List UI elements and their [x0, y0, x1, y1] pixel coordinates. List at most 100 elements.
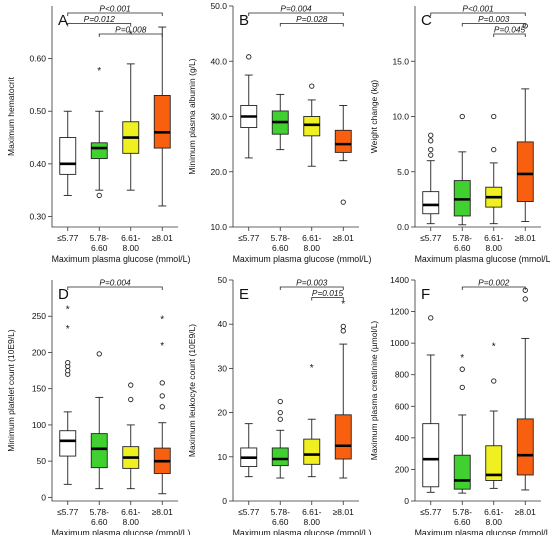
y-tick-label: 10.0 — [210, 222, 227, 232]
outlier-circle — [459, 384, 465, 390]
y-axis-label: Minimum plasma albumin (g/L) — [187, 58, 197, 174]
category-label: ≤5.77 — [238, 233, 259, 243]
box — [453, 454, 471, 490]
significance-bracket — [311, 297, 344, 301]
category-label: 6.61-8.00 — [302, 507, 322, 527]
category-label-line: 6.60 — [454, 517, 471, 527]
axis-lines — [51, 280, 178, 502]
p-value-label: P=0.004 — [99, 278, 131, 288]
p-value-label: P=0.004 — [280, 4, 312, 14]
outlier-circle — [491, 146, 497, 153]
category-label-line: ≥8.01 — [152, 233, 173, 243]
box — [303, 116, 321, 137]
category-label: ≤5.77 — [420, 233, 441, 243]
outlier-circle — [96, 351, 102, 357]
category-label-line: 8.00 — [122, 517, 139, 527]
category-label-line: 5.78- — [453, 233, 473, 243]
extreme-outlier-star: * — [160, 315, 164, 326]
y-tick-label: 30 — [218, 363, 228, 373]
category-label-line: 5.78- — [453, 507, 473, 517]
category-label: ≤5.77 — [238, 507, 259, 517]
category-label-line: 6.61- — [302, 507, 322, 517]
y-tick-label: 0.60 — [29, 54, 46, 64]
outlier-circle — [159, 393, 165, 399]
box-group-1 — [422, 315, 440, 493]
extreme-outlier-star: * — [97, 66, 101, 77]
p-value-label: P=0.045 — [494, 25, 526, 35]
significance-bracket — [98, 33, 163, 37]
significance-bracket — [493, 33, 526, 37]
category-label-line: 8.00 — [303, 243, 320, 253]
category-label: ≥8.01 — [515, 507, 536, 517]
p-value-label: P=0.012 — [84, 14, 116, 24]
y-tick-label: 0.40 — [29, 159, 46, 169]
y-tick-label: 5.0 — [397, 167, 409, 177]
outlier-circle — [522, 296, 528, 302]
outlier-circle — [277, 409, 283, 416]
box-group-4 — [516, 287, 534, 491]
outlier-circle — [491, 113, 497, 120]
category-label: 5.78-6.60 — [271, 233, 291, 253]
box — [271, 447, 289, 467]
category-label-line: ≥8.01 — [333, 507, 354, 517]
outlier-circle — [428, 152, 434, 158]
category-label-line: 8.00 — [485, 243, 502, 253]
outlier-circle — [128, 382, 134, 388]
p-value-label: P=0.002 — [478, 278, 510, 288]
outlier-circle — [340, 323, 346, 330]
box-group-1 — [422, 132, 440, 225]
box — [303, 438, 321, 465]
axis-lines — [232, 280, 359, 502]
category-label-line: 6.61- — [121, 233, 141, 243]
y-axis-label: Maximum plasma creatinine (µmol/L) — [369, 321, 379, 461]
p-value-label: P<0.001 — [462, 4, 493, 14]
box — [59, 137, 77, 175]
outlier-circle — [340, 328, 346, 334]
outlier-circle — [340, 199, 346, 205]
box — [485, 445, 503, 481]
outlier-circle — [128, 396, 134, 403]
category-label: ≥8.01 — [333, 507, 354, 517]
category-label-line: 6.60 — [272, 517, 289, 527]
y-tick-label: 800 — [395, 370, 409, 380]
x-axis-label: Maximum plasma glucose (mmol/L) — [415, 254, 550, 264]
significance-bracket — [461, 23, 526, 27]
category-label: 6.61-8.00 — [302, 233, 322, 253]
y-tick-label: 50.0 — [210, 1, 227, 11]
category-label-line: 6.60 — [91, 517, 108, 527]
box-group-2 — [90, 351, 108, 490]
category-label: ≥8.01 — [152, 233, 173, 243]
box-group-1 — [240, 54, 258, 159]
panel-b: B 10.0 20.0 30.0 40.0 50.0 Minimum plasma albu… — [187, 1, 371, 264]
category-label: 6.61-8.00 — [484, 233, 504, 253]
outlier-circle — [246, 54, 252, 60]
extreme-outlier-star: * — [160, 341, 164, 352]
box-group-2 — [271, 93, 289, 151]
outlier-circle — [428, 132, 434, 138]
category-label-line: 6.61- — [484, 233, 504, 243]
outlier-circle — [459, 366, 465, 372]
category-label: ≥8.01 — [333, 233, 354, 243]
outlier-circle — [459, 113, 465, 120]
outlier-circle — [277, 398, 283, 405]
significance-bracket — [67, 286, 163, 290]
y-tick-label: 0 — [404, 496, 409, 506]
category-label: 5.78-6.60 — [453, 233, 473, 253]
y-tick-label: 100 — [32, 420, 46, 430]
panel-letter: D — [58, 286, 69, 303]
y-tick-label: 0 — [41, 492, 46, 502]
x-axis-label: Maximum plasma glucose (mmol/L) — [52, 528, 191, 535]
panel-letter: A — [58, 12, 68, 29]
box-group-2 — [453, 113, 471, 226]
outlier-circle — [65, 367, 71, 374]
extreme-outlier-star: * — [66, 305, 70, 316]
y-tick-label: 15.0 — [392, 56, 409, 66]
box-group-4 — [153, 26, 171, 207]
category-label-line: 5.78- — [90, 233, 110, 243]
y-tick-label: 20.0 — [210, 167, 227, 177]
y-tick-label: 50 — [37, 456, 47, 466]
box — [59, 430, 77, 457]
p-value-label: P=0.028 — [296, 14, 328, 24]
category-label-line: 8.00 — [303, 517, 320, 527]
